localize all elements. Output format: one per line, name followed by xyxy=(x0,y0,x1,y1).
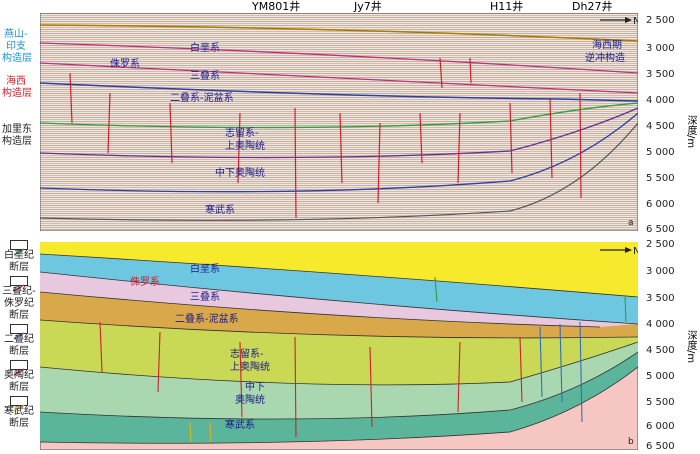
tick-b-3000: 3 000 xyxy=(646,266,675,277)
legend-label-cretaceous: 白垩纪 断层 xyxy=(4,250,34,273)
panel-tag-a: a xyxy=(628,218,634,228)
tick-a-4500: 4 500 xyxy=(646,121,675,132)
layer-cambrian xyxy=(40,352,638,444)
label-cambrian: 寒武系 xyxy=(205,203,235,216)
legend-swatch-cretaceous xyxy=(10,240,28,256)
layer-top-yellow xyxy=(40,242,638,297)
seismic-background xyxy=(40,13,638,231)
legend-label-ordovician: 奥陶纪 断层 xyxy=(4,370,34,393)
tick-b-5000: 5 000 xyxy=(646,371,675,382)
depth-label-b: 深度/m xyxy=(685,330,696,364)
layer-ordovician xyxy=(40,342,638,420)
well-jy7: Jy7井 xyxy=(354,0,382,13)
legend-swatch-triassic-jurassic xyxy=(10,276,28,292)
label-cretaceous: 白垩系 xyxy=(190,41,220,54)
north-label-b: N xyxy=(633,246,638,257)
label-upper-ordovician: 上奥陶统 xyxy=(225,139,265,152)
tick-b-3500: 3 500 xyxy=(646,293,675,304)
layer-cretaceous xyxy=(40,254,638,324)
tick-a-3500: 3 500 xyxy=(646,69,675,80)
panel-tag-b: b xyxy=(628,437,634,447)
label-silurian: 志留系- xyxy=(225,126,259,139)
label-b-silurian: 志留系- xyxy=(230,347,264,360)
tick-a-4000: 4 000 xyxy=(646,95,675,106)
label-b-ordovician: 奥陶统 xyxy=(235,393,265,406)
layer-silurian xyxy=(40,320,638,385)
geologic-section-panel: 白垩系 侏罗系 三叠系 二叠系-泥盆系 志留系- 上奥陶统 中下 奥陶统 寒武系… xyxy=(40,242,638,450)
horizon-middle-ordovician xyxy=(40,107,638,159)
label-triassic: 三叠系 xyxy=(190,70,220,82)
label-haixi-2: 构造层 xyxy=(2,88,32,99)
tick-a-5000: 5 000 xyxy=(646,147,675,158)
well-dh27: Dh27井 xyxy=(572,0,613,13)
label-yanshan-1: 燕山- xyxy=(4,29,28,40)
label-b-upper-ordovician: 上奥陶统 xyxy=(230,360,270,373)
horizon-cambrian xyxy=(40,112,638,193)
well-h11: H11井 xyxy=(490,0,524,13)
tick-b-5500: 5 500 xyxy=(646,397,675,408)
tick-b-6000: 6 000 xyxy=(646,421,675,432)
legend-swatch-cambrian xyxy=(10,396,28,412)
well-ym801: YM801井 xyxy=(252,0,301,13)
tick-a-5500: 5 500 xyxy=(646,173,675,184)
label-jurassic: 侏罗系 xyxy=(110,58,140,70)
tick-a-6500: 6 500 xyxy=(646,224,675,235)
label-b-cretaceous: 白垩系 xyxy=(190,262,220,275)
layer-permian-devonian xyxy=(40,292,638,338)
horizon-triassic xyxy=(40,62,638,94)
tick-a-3000: 3 000 xyxy=(646,43,675,54)
north-label-a: N xyxy=(633,16,638,27)
tick-a-2500: 2 500 xyxy=(646,15,675,26)
legend-swatch-permian xyxy=(10,324,28,340)
label-yanshan-3: 构造层 xyxy=(2,53,32,64)
label-thrust-2: 逆冲构造 xyxy=(585,51,625,64)
label-permian-devonian: 二叠系-泥盆系 xyxy=(170,91,234,104)
label-jialidong-2: 构造层 xyxy=(2,136,32,147)
horizon-jurassic xyxy=(40,42,638,74)
label-b-jurassic: 侏罗系 xyxy=(130,276,160,288)
legend-label-cambrian: 寒武纪 断层 xyxy=(4,406,34,429)
label-b-permian-devonian: 二叠系-泥盆系 xyxy=(175,312,239,325)
tick-a-6000: 6 000 xyxy=(646,199,675,210)
horizon-cretaceous-top xyxy=(40,24,638,42)
tick-b-6500: 6 500 xyxy=(646,441,675,452)
seismic-section-panel: 白垩系 侏罗系 三叠系 二叠系-泥盆系 志留系- 上奥陶统 中下奥陶统 寒武系 … xyxy=(40,13,638,231)
legend-label-triassic-jurassic: 三叠纪- 侏罗纪 断层 xyxy=(2,286,36,321)
horizon-permian-devonian xyxy=(40,82,638,102)
label-yanshan-2: 印支 xyxy=(6,41,26,52)
label-thrust-1: 海西期 xyxy=(592,38,622,51)
legend-swatch-ordovician xyxy=(10,360,28,376)
label-b-cambrian: 寒武系 xyxy=(225,418,255,431)
label-b-mid-low: 中下 xyxy=(245,380,265,393)
label-mid-low-ordovician: 中下奥陶统 xyxy=(215,166,265,179)
legend-label-permian: 二叠纪 断层 xyxy=(4,334,34,357)
tick-b-4000: 4 000 xyxy=(646,319,675,330)
horizon-base xyxy=(40,122,638,221)
tick-b-2500: 2 500 xyxy=(646,239,675,250)
depth-label-a: 深度/m xyxy=(685,115,696,149)
label-b-triassic: 三叠系 xyxy=(190,291,220,303)
label-haixi-1: 海西 xyxy=(6,76,26,87)
tick-b-4500: 4 500 xyxy=(646,345,675,356)
horizon-silurian xyxy=(40,102,638,129)
label-jialidong-1: 加里东 xyxy=(2,124,32,135)
